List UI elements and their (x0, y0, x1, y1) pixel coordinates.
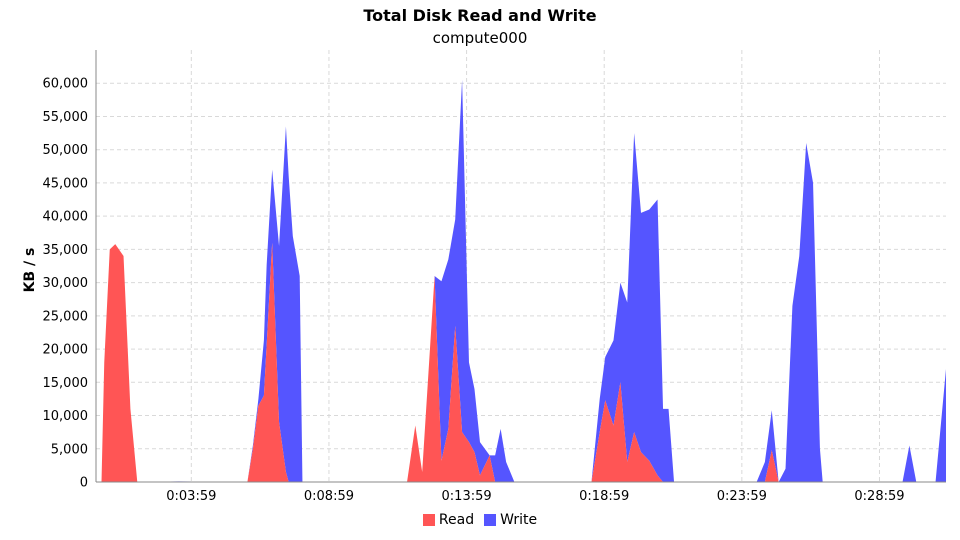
legend-swatch-write (484, 514, 497, 526)
x-tick-label: 0:28:59 (854, 489, 904, 504)
y-tick-label: 15,000 (43, 376, 89, 391)
y-tick-label: 5,000 (51, 442, 88, 457)
y-tick-label: 45,000 (43, 176, 89, 191)
x-tick-label: 0:13:59 (442, 489, 492, 504)
chart-legend: Read Write (0, 512, 960, 528)
y-tick-label: 40,000 (43, 210, 89, 225)
chart-subtitle: compute000 (432, 29, 528, 47)
x-tick-label: 0:23:59 (717, 489, 767, 504)
y-tick-label: 25,000 (43, 309, 89, 324)
legend-label-write: Write (500, 512, 538, 528)
legend-item-write: Write (484, 512, 537, 528)
chart-title: Total Disk Read and Write (363, 6, 597, 25)
y-tick-label: 0 (80, 476, 88, 491)
y-tick-label: 35,000 (43, 243, 89, 258)
y-tick-label: 50,000 (43, 143, 89, 158)
series-area-write (96, 79, 946, 483)
legend-label-read: Read (438, 512, 475, 528)
x-tick-label: 0:18:59 (579, 489, 629, 504)
legend-item-read: Read (422, 512, 475, 528)
y-tick-label: 10,000 (43, 409, 89, 424)
y-tick-label: 60,000 (43, 77, 89, 92)
y-tick-label: 55,000 (43, 110, 89, 125)
series-area-read (96, 242, 946, 482)
legend-swatch-read (422, 514, 435, 526)
x-tick-label: 0:03:59 (166, 489, 216, 504)
y-tick-label: 20,000 (43, 343, 89, 358)
y-tick-label: 30,000 (43, 276, 89, 291)
x-tick-label: 0:08:59 (304, 489, 354, 504)
